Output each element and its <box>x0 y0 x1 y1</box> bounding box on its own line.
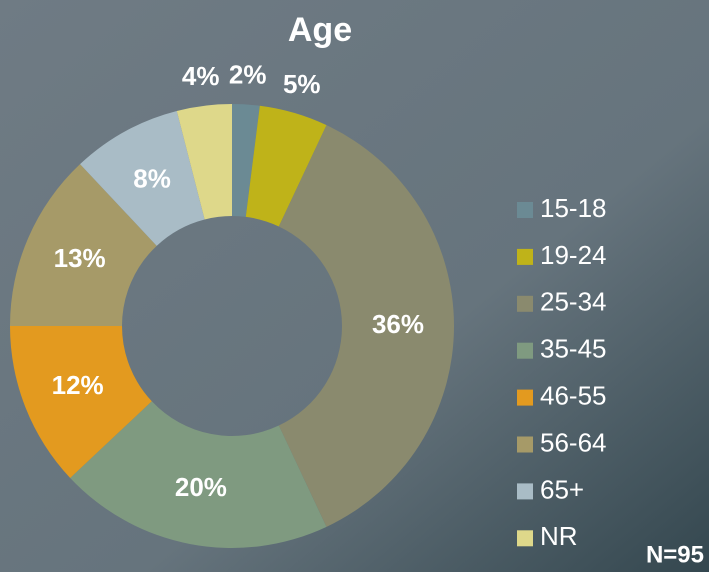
legend-label: 46-55 <box>540 380 607 410</box>
legend-label: 19-24 <box>540 240 607 270</box>
annotation: N=95 <box>646 541 704 568</box>
data-label: 12% <box>52 370 104 400</box>
legend-label: NR <box>540 521 578 551</box>
data-label: 5% <box>283 69 321 99</box>
legend-swatch <box>517 389 533 406</box>
data-label: 20% <box>175 472 227 502</box>
chart-title: Age <box>288 11 352 49</box>
data-label: 2% <box>229 59 267 89</box>
legend-swatch <box>517 342 533 359</box>
legend-swatch <box>517 202 533 218</box>
legend-label: 56-64 <box>540 427 607 457</box>
data-label: 8% <box>133 163 171 193</box>
legend-swatch <box>517 483 533 500</box>
donut-slice <box>245 105 327 227</box>
donut-slice <box>232 104 260 217</box>
legend-label: 25-34 <box>540 287 607 317</box>
donut-slice <box>10 326 152 478</box>
donut-slice <box>80 110 205 246</box>
legend-swatch <box>517 295 533 312</box>
donut-slice <box>10 164 157 326</box>
donut-slice <box>278 125 454 527</box>
legend-swatch <box>517 248 533 265</box>
data-label: 4% <box>182 61 220 91</box>
data-label: 13% <box>54 243 106 273</box>
legend-swatch <box>517 530 533 547</box>
legend-label: 65+ <box>540 474 584 504</box>
legend-swatch <box>517 436 533 453</box>
data-label: 36% <box>372 309 424 339</box>
donut-slice <box>70 401 327 548</box>
donut-slice <box>176 104 232 220</box>
legend-label: 35-45 <box>540 334 607 364</box>
legend-label: 15-18 <box>540 193 607 223</box>
